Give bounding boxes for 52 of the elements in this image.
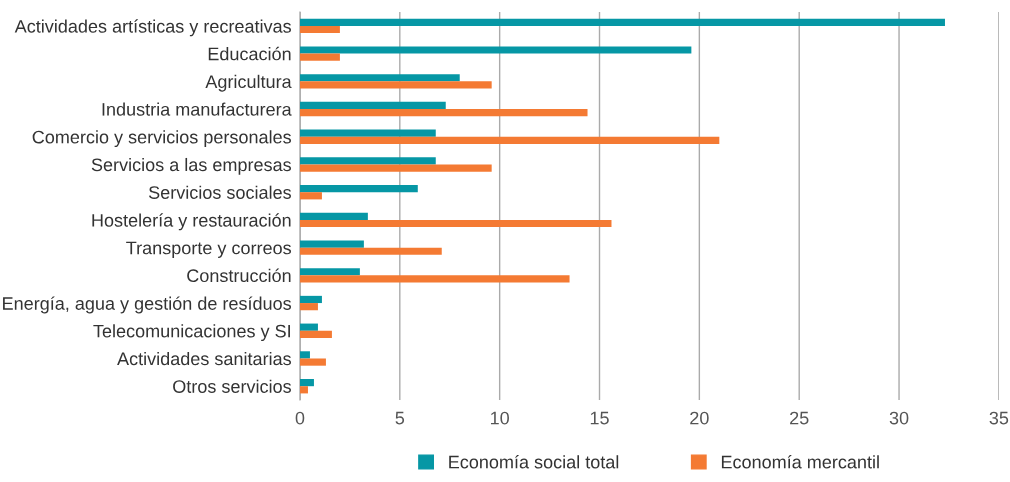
bar [299, 164, 492, 172]
bar [299, 219, 612, 228]
y-tick-label: Construcción [187, 268, 291, 283]
x-tick-label: 10 [491, 411, 509, 425]
bar [299, 247, 442, 255]
bar [299, 323, 318, 331]
legend-label: Economía mercantil [721, 455, 879, 469]
x-tick-label: 30 [889, 411, 909, 425]
bar [299, 379, 314, 387]
y-tick-label: Industria manufacturera [102, 102, 292, 116]
bar [299, 240, 364, 248]
bar [299, 295, 322, 304]
bar [299, 74, 460, 82]
y-tick-label: Comercio y servicios personales [32, 130, 291, 148]
bar [299, 18, 945, 26]
x-tick-label: 5 [395, 411, 405, 425]
bar [299, 157, 436, 165]
y-tick-label: Otros servicios [173, 379, 291, 393]
y-tick-label: Servicios sociales [148, 185, 291, 199]
bar [299, 386, 308, 394]
bar [299, 192, 322, 200]
y-tick-label: Actividades artísticas y recreativas [14, 19, 291, 37]
bar [299, 129, 436, 137]
bar [299, 303, 318, 311]
y-tick-label: Actividades sanitarias [117, 351, 291, 366]
bar [299, 212, 368, 220]
y-tick-label: Servicios a las empresas [91, 157, 291, 175]
y-tick-label: Transporte y correos [126, 241, 291, 258]
x-tick-label: 25 [790, 411, 809, 425]
bar [299, 358, 326, 366]
bar [299, 81, 492, 89]
x-tick-label: 0 [295, 411, 305, 425]
y-tick-label: Hostelería y restauración [92, 213, 291, 231]
bar [299, 268, 360, 276]
bar [299, 46, 692, 54]
x-tick-label: 15 [590, 411, 609, 425]
bar [299, 330, 332, 338]
bar [299, 184, 418, 193]
y-tick-label: Telecomunicaciones y SI [93, 324, 290, 342]
bar [299, 25, 340, 34]
bar [299, 136, 720, 144]
bar [299, 53, 340, 61]
legend-label: Economía social total [449, 455, 619, 469]
bar [299, 109, 588, 117]
y-tick-label: Educación [208, 46, 291, 61]
y-tick-label: Agricultura [205, 74, 292, 92]
x-tick-label: 20 [690, 411, 709, 425]
x-tick-label: 35 [989, 411, 1009, 425]
bar [299, 351, 310, 359]
bar [299, 101, 446, 110]
bar [299, 275, 570, 283]
y-tick-label: Energía, agua y gestión de resíduos [3, 296, 292, 314]
